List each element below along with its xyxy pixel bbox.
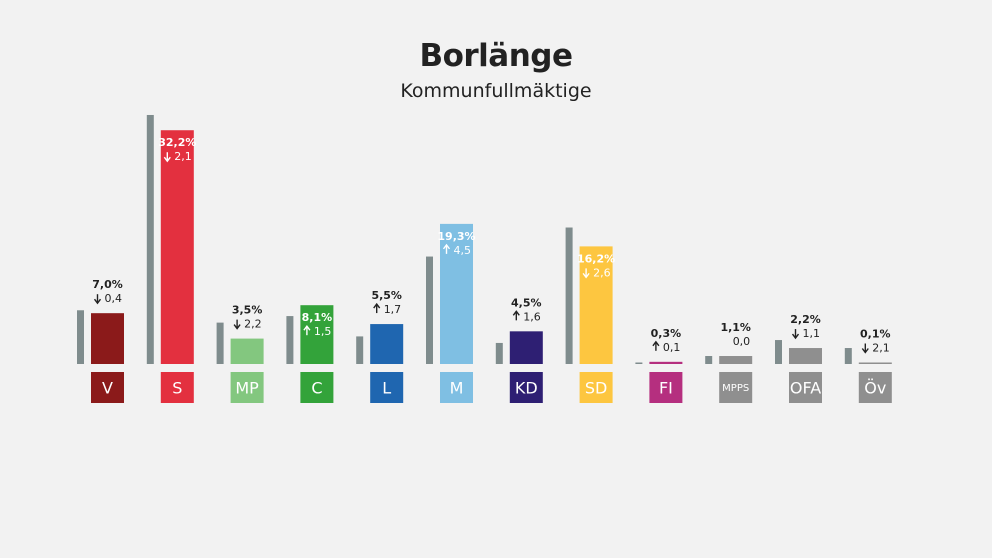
change-label-sd: 2,6: [593, 266, 611, 279]
change-arrow-v: [93, 294, 102, 305]
change-arrow-fi: [652, 340, 660, 351]
change-label-fi: 0,1: [663, 341, 681, 354]
change-arrow-m: [442, 243, 451, 254]
change-arrow-sd: [582, 268, 590, 279]
change-arrow-l: [373, 302, 381, 314]
change-label-mpps: 0,0: [733, 335, 751, 348]
category-box-fi: [649, 372, 683, 403]
chart-subtitle: Kommunfullmäktige: [400, 80, 592, 102]
category-label-kd: KD: [515, 378, 538, 397]
current-bar-c: [300, 305, 334, 364]
category-box-m: [440, 372, 473, 403]
change-label-öv: 2,1: [872, 342, 890, 355]
value-label-l: 5,5%: [371, 289, 402, 302]
previous-bar-m: [426, 256, 433, 364]
value-label-mpps: 1,1%: [720, 321, 751, 334]
change-label-kd: 1,6: [523, 310, 541, 323]
category-label-v: V: [102, 378, 113, 397]
value-label-sd: 16,2%: [577, 252, 615, 265]
value-label-ofa: 2,2%: [790, 313, 821, 326]
category-box-mpps: [719, 372, 753, 403]
previous-bar-v: [77, 310, 84, 364]
category-box-s: [160, 372, 194, 403]
category-label-sd: SD: [585, 378, 607, 397]
change-label-l: 1,7: [384, 303, 402, 316]
current-bar-öv: [858, 362, 892, 364]
category-box-ofa: [789, 372, 822, 403]
previous-bar-ofa: [775, 340, 782, 364]
value-label-s: 32,2%: [158, 136, 196, 149]
change-label-ofa: 1,1: [803, 327, 821, 340]
previous-bar-mp: [216, 322, 224, 364]
change-arrow-kd: [512, 310, 520, 321]
value-label-öv: 0,1%: [860, 328, 891, 341]
value-label-kd: 4,5%: [511, 296, 542, 309]
value-label-mp: 3,5%: [232, 304, 263, 317]
current-bar-sd: [579, 246, 613, 364]
category-box-v: [91, 372, 124, 403]
previous-bar-l: [356, 336, 364, 364]
previous-bar-kd: [495, 342, 503, 364]
category-label-fi: FI: [659, 378, 673, 397]
change-arrow-öv: [861, 343, 869, 354]
current-bar-mp: [230, 338, 264, 364]
category-label-ofa: OFA: [790, 378, 821, 397]
category-box-sd: [579, 372, 613, 403]
category-box-c: [300, 372, 334, 403]
current-bar-fi: [649, 361, 683, 364]
category-label-öv: Öv: [864, 378, 886, 397]
change-label-mp: 2,2: [244, 318, 262, 331]
current-bar-mpps: [719, 356, 753, 364]
previous-bar-öv: [844, 348, 852, 364]
category-label-s: S: [172, 378, 182, 397]
current-bar-v: [91, 313, 124, 364]
category-box-l: [370, 372, 404, 403]
value-label-c: 8,1%: [302, 311, 333, 324]
change-label-v: 0,4: [105, 292, 123, 305]
change-label-c: 1,5: [314, 325, 332, 338]
current-bar-l: [370, 324, 404, 364]
value-label-m: 19,3%: [437, 230, 475, 243]
current-bar-s: [160, 130, 194, 364]
previous-bar-c: [286, 316, 294, 364]
category-box-kd: [509, 372, 543, 403]
current-bar-kd: [509, 331, 543, 364]
previous-bar-sd: [565, 227, 573, 364]
category-label-c: C: [311, 378, 322, 397]
category-box-öv: [858, 372, 892, 403]
change-arrow-mp: [233, 319, 241, 330]
change-arrow-c: [303, 325, 311, 336]
category-label-l: L: [382, 378, 391, 397]
change-arrow-s: [163, 152, 171, 163]
category-box-mp: [230, 372, 264, 403]
change-arrow-ofa: [791, 329, 800, 340]
previous-bar-mpps: [705, 356, 713, 364]
previous-bar-s: [146, 114, 154, 365]
change-label-m: 4,5: [454, 244, 472, 257]
value-label-v: 7,0%: [92, 278, 123, 291]
value-label-fi: 0,3%: [651, 327, 682, 340]
change-label-s: 2,1: [174, 150, 192, 163]
previous-bar-fi: [635, 362, 643, 364]
current-bar-ofa: [789, 348, 822, 364]
chart-title: Borlänge: [419, 38, 573, 74]
category-label-mpps: MPPS: [722, 383, 749, 394]
category-label-mp: MP: [235, 378, 259, 397]
category-label-m: M: [450, 378, 464, 397]
